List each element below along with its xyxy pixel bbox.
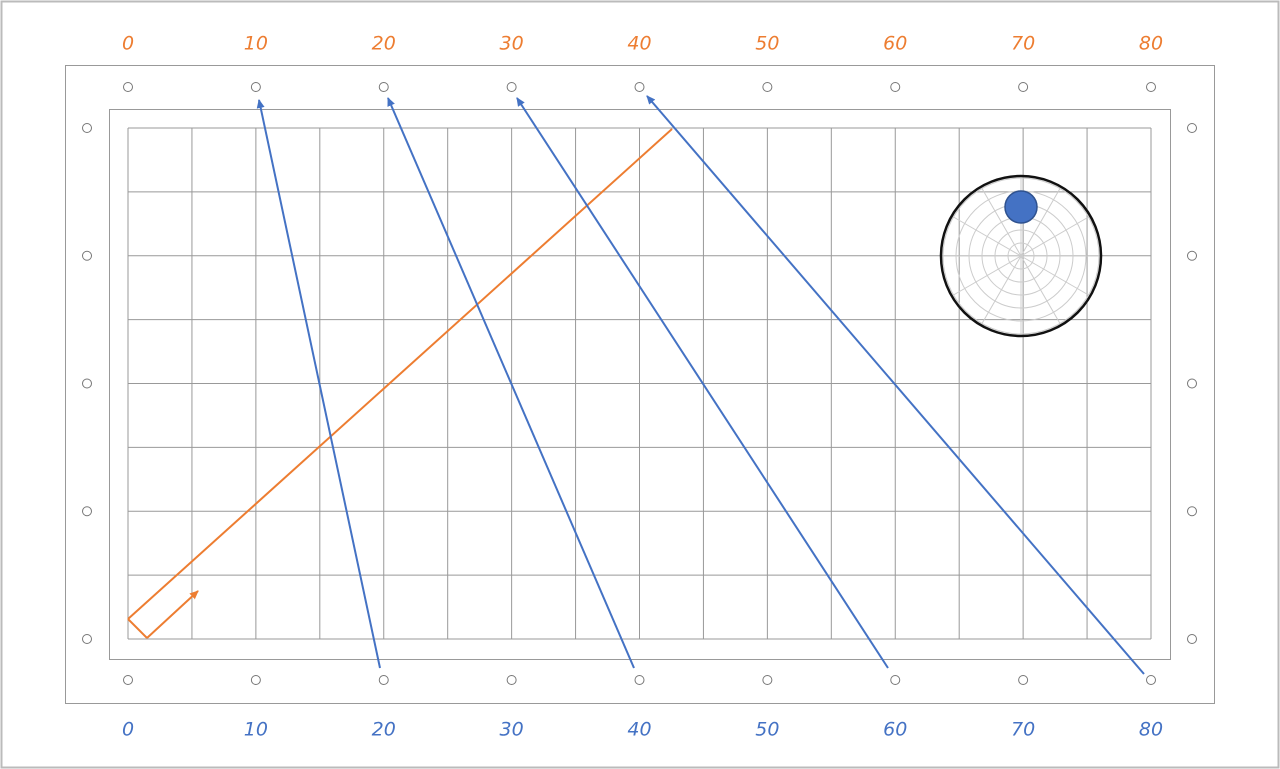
blue-arrow xyxy=(646,95,1145,675)
polar-spoke xyxy=(953,255,1022,296)
hole xyxy=(1146,675,1156,685)
blue-arrows xyxy=(256,95,1145,675)
hole xyxy=(123,675,133,685)
hole xyxy=(762,675,773,685)
hole xyxy=(1187,634,1197,644)
hole xyxy=(1187,250,1197,261)
bottom-label: 40 xyxy=(627,719,651,741)
gauge-dot xyxy=(1004,190,1038,224)
polar-spoke xyxy=(1020,216,1089,257)
inner-frame xyxy=(109,109,1171,660)
polar-spoke xyxy=(1020,188,1061,257)
hole xyxy=(634,82,645,92)
polar-gauge xyxy=(939,174,1103,338)
top-label: 50 xyxy=(755,33,779,55)
labels: 0 10 20 30 40 50 60 70 80 0 10 20 30 40 50 60 70 80 xyxy=(122,33,1163,741)
hole xyxy=(378,82,389,92)
hole xyxy=(123,82,133,92)
bottom-label: 80 xyxy=(1139,719,1163,741)
hole xyxy=(762,82,773,92)
bottom-label: 0 xyxy=(122,719,134,741)
bottom-label: 30 xyxy=(500,719,524,741)
hole xyxy=(1018,675,1029,685)
polar-spoke xyxy=(981,255,1022,324)
bottom-label: 60 xyxy=(883,719,907,741)
holes xyxy=(82,82,1197,685)
hole xyxy=(506,675,517,685)
hole xyxy=(82,250,92,261)
hole xyxy=(82,123,92,133)
outer-frame xyxy=(65,65,1215,704)
top-label: 20 xyxy=(372,33,396,55)
hole xyxy=(82,634,92,644)
bottom-label: 50 xyxy=(755,719,779,741)
top-label: 70 xyxy=(1011,33,1035,55)
hole xyxy=(250,82,261,92)
hole xyxy=(82,506,92,517)
hole xyxy=(890,675,901,685)
bottom-label: 70 xyxy=(1011,719,1035,741)
top-label: 30 xyxy=(500,33,524,55)
top-label: 80 xyxy=(1139,33,1163,55)
hole xyxy=(1187,378,1197,389)
hole xyxy=(1146,82,1156,92)
gauge-ring xyxy=(939,174,1103,338)
top-label: 0 xyxy=(122,33,134,55)
hole xyxy=(1187,506,1197,517)
hole xyxy=(1187,123,1197,133)
orange-path xyxy=(127,128,673,639)
polar-spoke xyxy=(981,188,1022,257)
top-label: 40 xyxy=(627,33,651,55)
bottom-label: 20 xyxy=(372,719,396,741)
blue-arrow xyxy=(387,97,635,669)
blue-arrow xyxy=(516,97,889,669)
hole xyxy=(506,82,517,92)
top-label: 60 xyxy=(883,33,907,55)
hole xyxy=(1018,82,1029,92)
polar-spoke xyxy=(1020,255,1089,296)
orange-line xyxy=(127,618,148,639)
polar-spoke xyxy=(1020,255,1061,324)
polar-spoke xyxy=(953,216,1022,257)
orange-line xyxy=(127,128,673,620)
hole xyxy=(634,675,645,685)
hole xyxy=(250,675,261,685)
hole xyxy=(378,675,389,685)
orange-arrow xyxy=(146,590,199,639)
bottom-label: 10 xyxy=(244,719,268,741)
hole xyxy=(890,82,901,92)
top-label: 10 xyxy=(244,33,268,55)
blue-arrow xyxy=(256,99,381,669)
hole xyxy=(82,378,92,389)
